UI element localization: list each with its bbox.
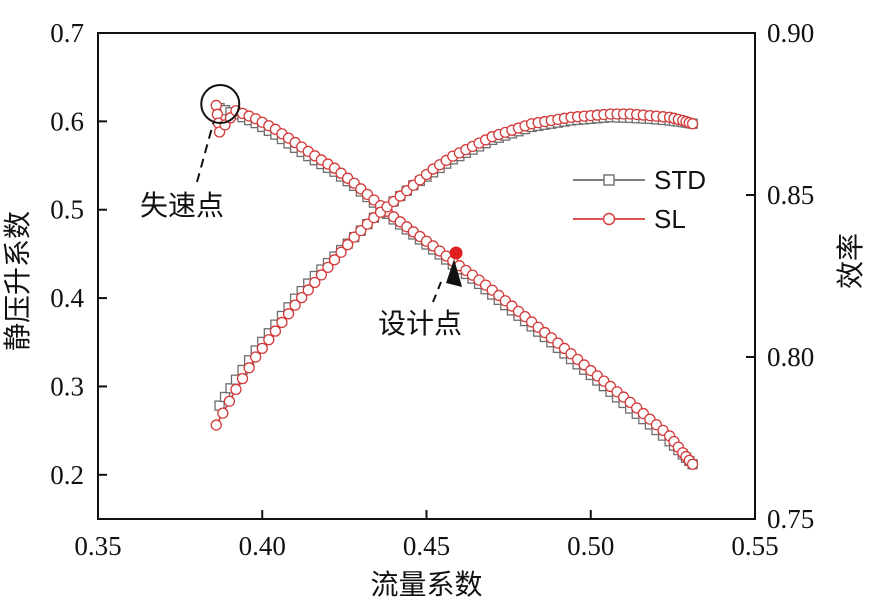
left-y-tick-label: 0.2 [50, 460, 84, 490]
sl-efficiency-point [210, 419, 222, 431]
x-tick-label: 0.45 [403, 531, 450, 561]
sl-efficiency-point [282, 308, 295, 320]
sl-efficiency-point [302, 284, 314, 296]
left-y-axis: 0.2 0.3 0.4 0.5 0.6 0.7 [50, 18, 107, 490]
sl-efficiency-point [243, 362, 255, 374]
right-y-tick-label: 0.85 [767, 180, 814, 210]
x-tick-label: 0.50 [567, 531, 614, 561]
sl-efficiency-point [315, 269, 328, 281]
sl-efficiency-point [355, 224, 367, 237]
legend-label-std: STD [654, 165, 706, 195]
left-y-tick-label: 0.3 [50, 371, 84, 401]
right-y-tick-label: 0.75 [767, 504, 814, 534]
sl-efficiency-point [276, 316, 288, 329]
left-y-axis-title: 静压升系数 [1, 211, 34, 351]
legend-marker-sl [602, 212, 616, 226]
sl-efficiency-point [223, 395, 236, 407]
sl-pressure-curve [210, 99, 699, 470]
sl-efficiency-point [250, 351, 262, 363]
sl-efficiency-point [217, 407, 229, 419]
legend-marker-std [603, 174, 615, 186]
sl-efficiency-point [309, 276, 321, 289]
sl-efficiency-point [256, 342, 268, 355]
right-y-tick-label: 0.80 [767, 342, 814, 372]
design-point-label: 设计点 [378, 307, 462, 340]
x-axis-title: 流量系数 [370, 568, 482, 601]
sl-efficiency-point [236, 372, 249, 385]
x-axis: 0.35 0.40 0.45 0.50 0.55 [74, 510, 779, 561]
right-y-tick-label: 0.90 [767, 18, 814, 48]
right-y-axis-title: 效率 [834, 233, 867, 289]
sl-efficiency-point [342, 239, 354, 251]
design-point-marker [449, 246, 463, 260]
sl-efficiency-point [686, 118, 699, 130]
sl-efficiency-point [335, 246, 347, 258]
sl-efficiency-point [296, 291, 308, 304]
stall-point-dashed-line [196, 122, 215, 183]
legend-label-sl: SL [654, 204, 686, 234]
x-tick-label: 0.35 [74, 531, 121, 561]
left-y-tick-label: 0.4 [50, 283, 84, 313]
design-point-dashed-line [432, 281, 442, 303]
sl-efficiency-point [322, 261, 334, 274]
design-point-arrowhead [446, 259, 463, 288]
sl-efficiency-point [230, 383, 242, 396]
annotations: 失速点 设计点 [140, 83, 463, 340]
sl-efficiency-point [361, 218, 374, 230]
sl-pressure-point [686, 458, 699, 470]
sl-efficiency-point [263, 334, 275, 346]
legend: STD SL [573, 165, 706, 234]
plot-area [210, 99, 699, 470]
right-y-axis: 0.75 0.80 0.85 0.90 [746, 18, 814, 534]
sl-efficiency-point [289, 299, 301, 311]
x-tick-label: 0.55 [731, 531, 778, 561]
stall-point-label: 失速点 [140, 189, 224, 222]
stall-point-circle [200, 83, 241, 124]
left-y-tick-label: 0.6 [50, 106, 84, 136]
left-y-tick-label: 0.5 [50, 195, 84, 225]
sl-efficiency-point [348, 231, 360, 243]
sl-efficiency-curve [210, 108, 699, 431]
sl-efficiency-point [328, 254, 341, 266]
sl-efficiency-point [269, 325, 282, 337]
x-tick-label: 0.40 [239, 531, 286, 561]
left-y-tick-label: 0.7 [50, 18, 84, 48]
